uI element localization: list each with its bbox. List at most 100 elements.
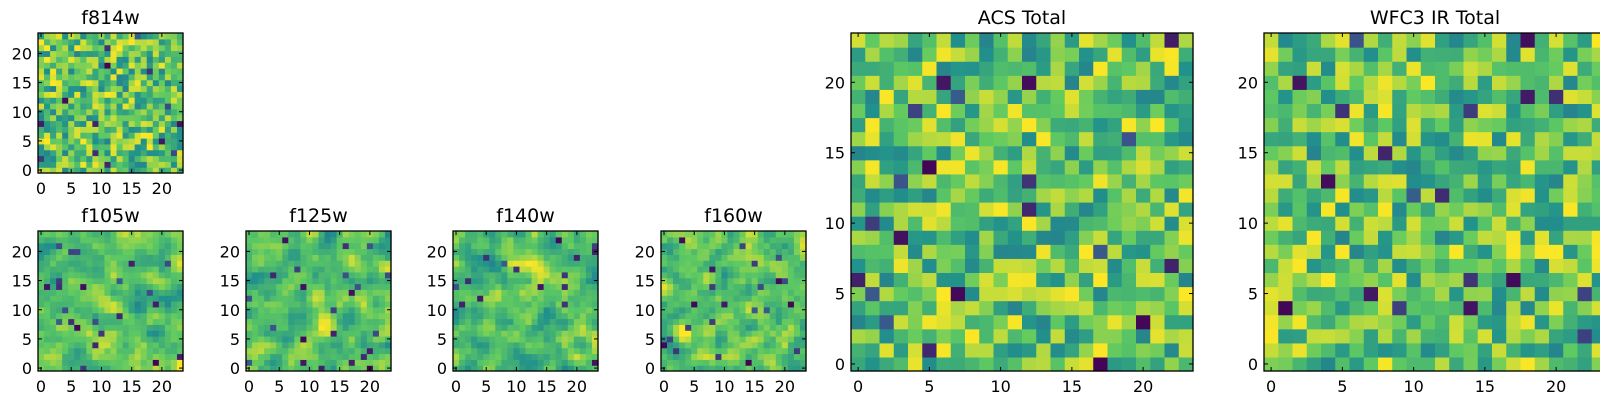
heatmap-cell: [513, 236, 521, 244]
heatmap-cell: [300, 336, 308, 343]
heatmap-cell: [471, 231, 478, 238]
heatmap-cell: [471, 248, 478, 255]
heatmap-cell: [300, 347, 308, 355]
heatmap-cell: [140, 161, 148, 168]
heatmap-cell: [679, 324, 686, 331]
heatmap-cell: [531, 324, 539, 331]
heatmap-cell: [1492, 89, 1507, 105]
heatmap-cell: [170, 85, 178, 92]
heatmap-cell: [1477, 117, 1493, 133]
heatmap-cell: [1406, 103, 1422, 119]
heatmap-cell: [288, 330, 295, 337]
heatmap-cell: [1050, 230, 1066, 245]
heatmap-cell: [1406, 258, 1422, 274]
heatmap-cell: [306, 359, 314, 366]
heatmap-cell: [50, 56, 57, 63]
heatmap-cell: [98, 242, 106, 250]
heatmap-cell: [110, 336, 118, 343]
heatmap-cell: [146, 126, 154, 133]
heatmap-cell: [276, 289, 283, 296]
heatmap-cell: [1278, 103, 1294, 119]
heatmap-cell: [1050, 61, 1066, 76]
heatmap-cell: [667, 301, 674, 308]
heatmap-cell: [1121, 202, 1137, 217]
heatmap-cell: [1378, 117, 1393, 133]
heatmap-cell: [1420, 272, 1436, 288]
heatmap-cell: [936, 272, 952, 288]
heatmap-cell: [50, 103, 57, 110]
heatmap-cell: [501, 365, 508, 372]
x-tick-label: 15: [329, 377, 349, 396]
heatmap-cell: [50, 289, 57, 296]
heatmap-cell: [110, 353, 118, 360]
heatmap-cell: [715, 242, 723, 250]
heatmap-cell: [555, 236, 563, 244]
heatmap-cell: [495, 283, 502, 290]
y-tick-label: 10: [1238, 214, 1258, 233]
heatmap-cell: [366, 242, 374, 250]
heatmap-cell: [1278, 216, 1294, 231]
heatmap-cell: [667, 242, 674, 250]
heatmap-cell: [459, 248, 466, 255]
heatmap-cell: [122, 231, 130, 238]
heatmap-cell: [86, 120, 93, 127]
heatmap-cell: [170, 359, 178, 366]
heatmap-cell: [128, 120, 136, 127]
heatmap-cell: [146, 62, 154, 69]
heatmap-cell: [1264, 33, 1279, 48]
heatmap-cell: [128, 38, 136, 46]
heatmap-cell: [1477, 61, 1493, 76]
heatmap-cell: [751, 359, 759, 366]
heatmap-cell: [1435, 187, 1450, 203]
heatmap-cell: [757, 283, 765, 290]
heatmap-cell: [1349, 342, 1365, 358]
heatmap-cell: [116, 289, 124, 296]
heatmap-cell: [74, 271, 81, 279]
heatmap-cell: [164, 283, 172, 290]
heatmap-cell: [757, 242, 765, 250]
heatmap-cell: [893, 272, 909, 288]
heatmap-cell: [793, 359, 801, 366]
heatmap-cell: [110, 38, 118, 46]
heatmap-cell: [1121, 117, 1137, 133]
heatmap-cell: [342, 347, 350, 355]
heatmap-cell: [140, 277, 148, 285]
heatmap-cell: [128, 289, 136, 296]
heatmap-cell: [465, 365, 472, 372]
heatmap-cell: [50, 155, 57, 162]
heatmap-cell: [691, 330, 698, 337]
heatmap-cell: [591, 347, 599, 355]
heatmap-cell: [1264, 258, 1279, 274]
heatmap-cell: [1036, 272, 1052, 288]
heatmap-cell: [775, 336, 783, 343]
heatmap-cell: [979, 328, 995, 344]
heatmap-cell: [56, 248, 63, 255]
heatmap-cell: [733, 260, 741, 267]
heatmap-cell: [691, 324, 698, 331]
heatmap-cell: [170, 33, 178, 40]
heatmap-cell: [908, 103, 923, 119]
heatmap-cell: [501, 306, 508, 314]
heatmap-cell: [86, 108, 93, 116]
heatmap-cell: [525, 289, 533, 296]
heatmap-cell: [965, 342, 980, 358]
heatmap-cell: [1079, 47, 1094, 62]
heatmap-cell: [170, 79, 178, 87]
heatmap-cell: [865, 75, 881, 90]
heatmap-cell: [116, 341, 124, 349]
heatmap-cell: [679, 231, 686, 238]
heatmap-cell: [74, 132, 81, 139]
heatmap-cell: [1050, 117, 1066, 133]
heatmap-cell: [471, 312, 478, 320]
heatmap-cell: [1278, 145, 1294, 161]
heatmap-cell: [793, 266, 801, 273]
heatmap-cell: [1463, 230, 1479, 245]
x-tick-label: 0: [244, 377, 254, 396]
heatmap-cell: [721, 254, 729, 261]
heatmap-cell: [134, 103, 142, 110]
heatmap-cell: [585, 289, 593, 296]
heatmap-cell: [80, 108, 87, 116]
heatmap-cell: [769, 277, 777, 285]
heatmap-cell: [134, 85, 142, 92]
